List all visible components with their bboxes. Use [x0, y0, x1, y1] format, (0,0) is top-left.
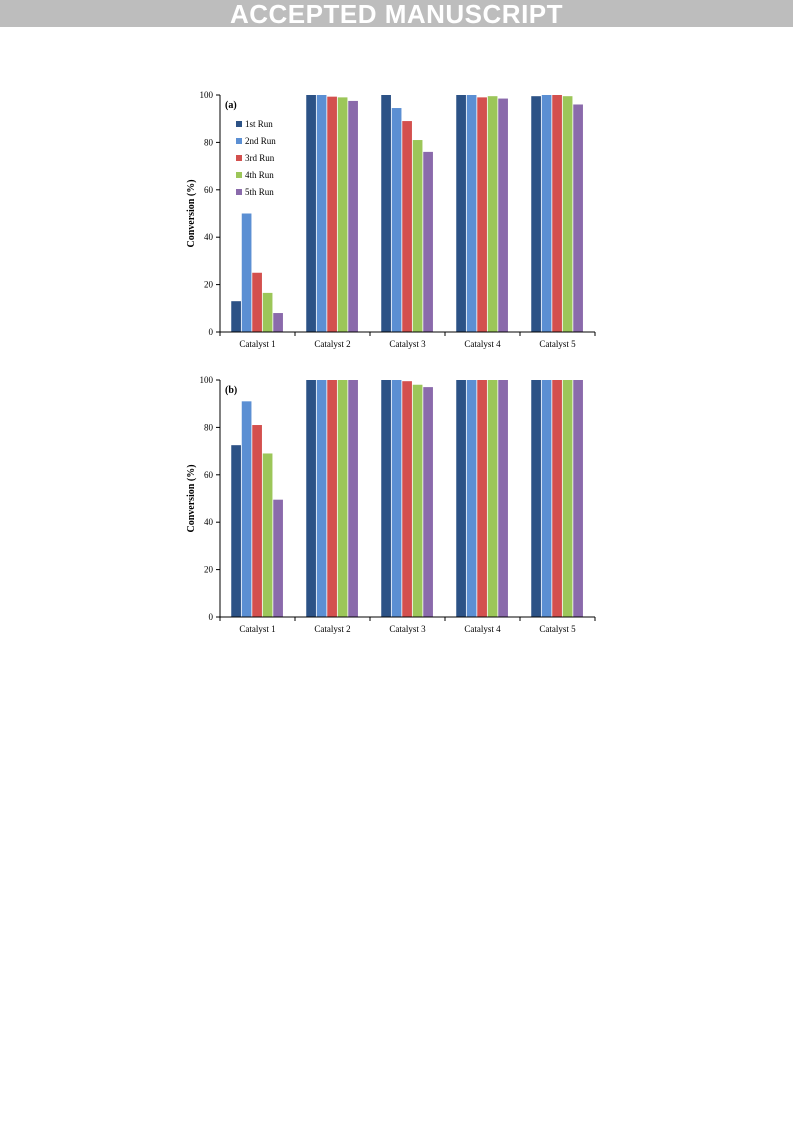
- x-tick-label: Catalyst 5: [539, 339, 576, 349]
- bar: [337, 380, 348, 617]
- bar: [327, 96, 337, 332]
- bar: [466, 95, 477, 332]
- manuscript-banner: [0, 0, 793, 27]
- bar: [241, 401, 252, 617]
- y-tick-label: 40: [204, 232, 214, 242]
- bar: [391, 108, 402, 332]
- x-tick-label: Catalyst 1: [239, 339, 275, 349]
- bar: [466, 380, 477, 617]
- bar: [391, 380, 402, 617]
- bar: [348, 100, 358, 333]
- x-tick-label: Catalyst 5: [539, 624, 576, 634]
- bar: [316, 380, 327, 617]
- bar: [498, 98, 508, 332]
- x-tick-label: Catalyst 4: [464, 624, 501, 634]
- y-tick-label: 80: [204, 137, 214, 147]
- legend-swatch: [236, 172, 242, 178]
- bar: [231, 445, 241, 617]
- bar: [381, 95, 391, 332]
- legend-label: 4th Run: [245, 170, 274, 180]
- bar: [252, 425, 262, 617]
- y-tick-label: 60: [204, 185, 214, 195]
- y-tick-label: 100: [200, 375, 214, 385]
- bar: [231, 301, 241, 332]
- panel-label: (a): [225, 100, 237, 111]
- y-tick-label: 0: [209, 327, 214, 337]
- x-tick-label: Catalyst 4: [464, 339, 501, 349]
- y-tick-label: 60: [204, 470, 214, 480]
- y-tick-label: 20: [204, 280, 214, 290]
- y-tick-label: 0: [209, 612, 214, 622]
- legend-swatch: [236, 138, 242, 144]
- bar: [477, 380, 487, 617]
- banner-text: ACCEPTED MANUSCRIPT: [229, 0, 564, 29]
- bar: [412, 384, 423, 617]
- legend-label: 2nd Run: [245, 136, 276, 146]
- bar: [423, 387, 433, 617]
- bar: [541, 380, 552, 617]
- x-tick-label: Catalyst 3: [389, 339, 426, 349]
- bar: [241, 213, 252, 332]
- bar: [316, 95, 327, 332]
- x-tick-label: Catalyst 1: [239, 624, 275, 634]
- bar: [252, 272, 262, 332]
- bar: [273, 499, 283, 617]
- y-tick-label: 100: [200, 90, 214, 100]
- bar: [348, 380, 358, 617]
- bar: [477, 97, 487, 333]
- bar: [498, 380, 508, 617]
- bar: [306, 95, 316, 332]
- y-tick-label: 40: [204, 517, 214, 527]
- bar: [456, 95, 466, 332]
- bar: [262, 453, 273, 617]
- y-axis-label: Conversion (%): [186, 179, 197, 247]
- bar: [273, 313, 283, 332]
- bar: [337, 97, 348, 333]
- x-tick-label: Catalyst 2: [314, 339, 350, 349]
- bar: [423, 151, 433, 332]
- legend-label: 5th Run: [245, 187, 274, 197]
- bar: [531, 96, 541, 332]
- legend-label: 1st Run: [245, 119, 273, 129]
- bar: [381, 380, 391, 617]
- bar: [402, 121, 412, 332]
- bar: [402, 381, 412, 617]
- bar: [327, 380, 337, 617]
- bar: [456, 380, 466, 617]
- bar: [573, 380, 583, 617]
- bar: [541, 95, 552, 332]
- legend-swatch: [236, 155, 242, 161]
- y-tick-label: 80: [204, 422, 214, 432]
- bar: [306, 380, 316, 617]
- bar: [531, 380, 541, 617]
- y-axis-label: Conversion (%): [186, 464, 197, 532]
- x-tick-label: Catalyst 3: [389, 624, 426, 634]
- bar: [552, 95, 562, 332]
- x-tick-label: Catalyst 2: [314, 624, 350, 634]
- panel-label: (b): [225, 385, 237, 396]
- bar: [487, 96, 498, 332]
- bar: [573, 104, 583, 332]
- bar: [262, 292, 273, 332]
- legend-swatch: [236, 189, 242, 195]
- bar: [487, 380, 498, 617]
- conversion-chart-a: 0 20 40 60 80 100 Catalyst 1 Catalyst 2 Catalyst…: [186, 90, 596, 349]
- bar: [562, 380, 573, 617]
- y-tick-label: 20: [204, 565, 214, 575]
- bar: [552, 380, 562, 617]
- bar: [562, 96, 573, 332]
- legend-label: 3rd Run: [245, 153, 275, 163]
- conversion-chart-b: 0 20 40 60 80 100 Catalyst 1 Catalyst 2 Catalyst…: [186, 375, 596, 634]
- legend-swatch: [236, 121, 242, 127]
- bar: [412, 140, 423, 332]
